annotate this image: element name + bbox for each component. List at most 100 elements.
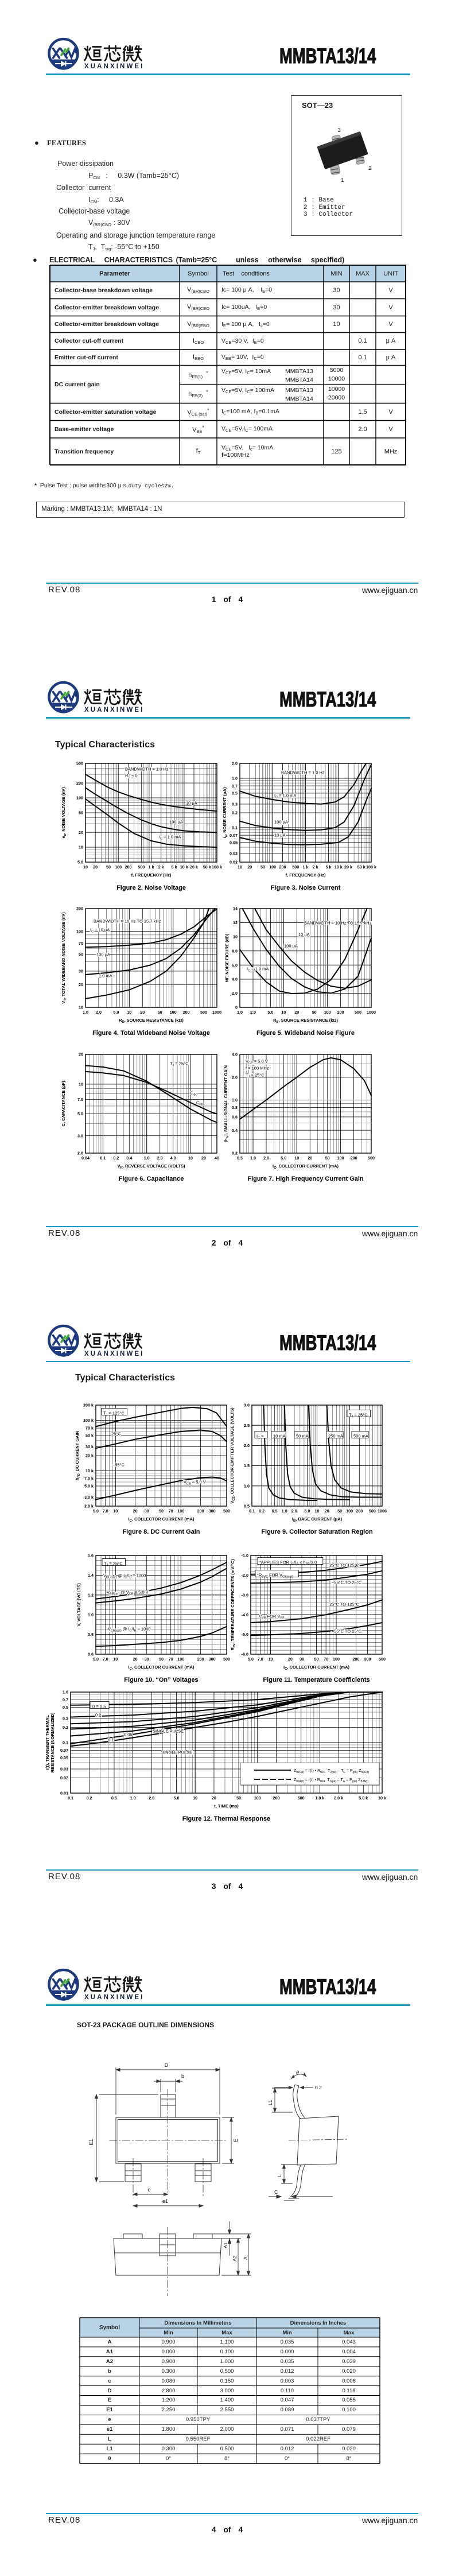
svg-text:14: 14 bbox=[233, 906, 238, 911]
svg-text:0.2: 0.2 bbox=[259, 1508, 265, 1514]
svg-text:Figure 10. “On” Voltages: Figure 10. “On” Voltages bbox=[124, 1677, 198, 1683]
svg-text:-1.0: -1.0 bbox=[242, 1553, 248, 1558]
svg-text:50: 50 bbox=[106, 864, 111, 870]
svg-text:TJ = 25°C: TJ = 25°C bbox=[170, 1061, 189, 1068]
svg-text:300: 300 bbox=[209, 1656, 216, 1662]
svg-text:0.1: 0.1 bbox=[68, 1795, 73, 1801]
svg-text:20: 20 bbox=[133, 1508, 138, 1514]
svg-text:5.0: 5.0 bbox=[77, 860, 83, 865]
svg-text:0.2: 0.2 bbox=[232, 810, 238, 816]
svg-text:0.5: 0.5 bbox=[63, 1705, 68, 1710]
svg-text:200: 200 bbox=[197, 1508, 204, 1514]
svg-text:5.0: 5.0 bbox=[93, 1508, 99, 1514]
svg-text:3.0 k: 3.0 k bbox=[84, 1495, 94, 1500]
svg-text:500: 500 bbox=[292, 864, 299, 870]
svg-text:300: 300 bbox=[364, 1656, 371, 1662]
svg-text:D: D bbox=[165, 2062, 169, 2068]
svg-text:5.0: 5.0 bbox=[281, 1155, 286, 1161]
svg-text:0.05: 0.05 bbox=[230, 840, 238, 845]
svg-text:RESISTANCE (NORMALIZED): RESISTANCE (NORMALIZED) bbox=[50, 1712, 55, 1772]
svg-text:2.5: 2.5 bbox=[244, 1423, 250, 1428]
svg-text:10 μA: 10 μA bbox=[298, 932, 310, 937]
svg-text:5.0 k: 5.0 k bbox=[84, 1484, 94, 1489]
svg-text:5.0: 5.0 bbox=[77, 1111, 83, 1116]
svg-text:1000: 1000 bbox=[212, 1010, 221, 1015]
svg-text:20 k: 20 k bbox=[344, 864, 352, 870]
svg-text:20: 20 bbox=[294, 1010, 299, 1015]
svg-text:100: 100 bbox=[115, 864, 122, 870]
svg-text:1.2: 1.2 bbox=[88, 1592, 94, 1597]
svg-text:100: 100 bbox=[337, 1155, 344, 1161]
svg-text:5.0: 5.0 bbox=[113, 1010, 119, 1015]
svg-text:100 μA: 100 μA bbox=[96, 952, 110, 957]
svg-text:1.6: 1.6 bbox=[88, 1553, 94, 1558]
svg-text:0.6: 0.6 bbox=[88, 1652, 94, 1657]
svg-text:10: 10 bbox=[294, 1155, 299, 1161]
svg-text:20: 20 bbox=[325, 1508, 329, 1514]
svg-text:VCE = 5.0 V: VCE = 5.0 V bbox=[184, 1480, 206, 1486]
svg-text:1.0: 1.0 bbox=[232, 1097, 238, 1103]
svg-text:1 k: 1 k bbox=[303, 864, 309, 870]
svg-text:10: 10 bbox=[193, 1795, 197, 1801]
svg-text:2.0: 2.0 bbox=[96, 1010, 102, 1015]
svg-text:10: 10 bbox=[113, 1508, 118, 1514]
svg-text:|hfe|, SMALL-SIGNAL CURRENT GA: |hfe|, SMALL-SIGNAL CURRENT GAIN bbox=[223, 1065, 230, 1142]
svg-text:100: 100 bbox=[324, 1010, 331, 1015]
svg-text:7.0 k: 7.0 k bbox=[84, 1476, 94, 1481]
svg-text:10: 10 bbox=[188, 1155, 193, 1161]
svg-text:0.02: 0.02 bbox=[230, 860, 238, 865]
svg-text:300: 300 bbox=[209, 1508, 216, 1514]
svg-text:0.5: 0.5 bbox=[237, 1155, 243, 1161]
svg-text:0.07: 0.07 bbox=[60, 1748, 68, 1753]
svg-text:1.0: 1.0 bbox=[237, 1010, 243, 1015]
svg-text:0.05: 0.05 bbox=[60, 1755, 68, 1760]
svg-text:30: 30 bbox=[145, 1656, 149, 1662]
svg-text:t, TIME (ms): t, TIME (ms) bbox=[214, 1803, 239, 1809]
svg-text:500: 500 bbox=[355, 1010, 361, 1015]
svg-text:200 k: 200 k bbox=[83, 1403, 94, 1408]
svg-text:40: 40 bbox=[215, 1155, 219, 1161]
svg-text:BANDWIDTH = 1.0 Hz: BANDWIDTH = 1.0 Hz bbox=[281, 770, 325, 775]
svg-text:IC = 10 μA: IC = 10 μA bbox=[90, 928, 110, 934]
svg-text:50 k: 50 k bbox=[85, 1433, 94, 1438]
svg-text:20: 20 bbox=[212, 1795, 216, 1801]
svg-text:20: 20 bbox=[79, 830, 83, 835]
svg-text:Figure 8. DC Current Gain: Figure 8. DC Current Gain bbox=[122, 1528, 200, 1535]
svg-text:3: 3 bbox=[337, 128, 341, 134]
svg-text:0.7: 0.7 bbox=[232, 783, 238, 789]
svg-text:70 k: 70 k bbox=[85, 1426, 94, 1431]
svg-text:b: b bbox=[181, 2073, 184, 2079]
svg-text:500: 500 bbox=[223, 1656, 230, 1662]
svg-text:4.0: 4.0 bbox=[232, 1052, 238, 1057]
svg-text:100 μA: 100 μA bbox=[274, 820, 288, 825]
svg-text:ZθJA(t) = r(t) • RθJA TJ(pk): ZθJA(t) = r(t) • RθJA TJ(pk) – TA = P(pk… bbox=[294, 1778, 368, 1783]
svg-text:100 k: 100 k bbox=[366, 864, 376, 870]
svg-text:1.0: 1.0 bbox=[63, 1690, 68, 1695]
svg-text:BANDWIDTH = 1.0 Hz: BANDWIDTH = 1.0 Hz bbox=[125, 767, 169, 772]
svg-text:20: 20 bbox=[93, 864, 98, 870]
svg-text:Figure 2. Noise Voltage: Figure 2. Noise Voltage bbox=[116, 884, 186, 891]
svg-text:IC = 1.0 mA: IC = 1.0 mA bbox=[274, 793, 296, 800]
svg-text:100: 100 bbox=[76, 796, 83, 801]
svg-text:*RθVC FOR VCE(sat): *RθVC FOR VCE(sat) bbox=[257, 1573, 293, 1579]
svg-text:100: 100 bbox=[269, 864, 276, 870]
svg-text:0.7: 0.7 bbox=[63, 1697, 68, 1702]
svg-text:10 mA: 10 mA bbox=[273, 1434, 286, 1439]
svg-text:–55°C TO 25°C: –55°C TO 25°C bbox=[332, 1580, 362, 1585]
svg-text:2.0: 2.0 bbox=[77, 1151, 83, 1156]
svg-text:IC = 1.0 mA: IC = 1.0 mA bbox=[247, 967, 269, 973]
svg-text:IC, COLLECTOR CURRENT (mA): IC, COLLECTOR CURRENT (mA) bbox=[283, 1665, 350, 1671]
svg-text:10: 10 bbox=[113, 1656, 118, 1662]
svg-text:200: 200 bbox=[337, 1010, 344, 1015]
svg-text:5.0: 5.0 bbox=[93, 1656, 99, 1662]
svg-text:50: 50 bbox=[236, 1795, 241, 1801]
svg-text:IC, COLLECTOR CURRENT (mA): IC, COLLECTOR CURRENT (mA) bbox=[273, 1163, 339, 1170]
svg-text:0.01: 0.01 bbox=[60, 1791, 68, 1796]
svg-text:25°C: 25°C bbox=[111, 1431, 121, 1437]
svg-text:0.04: 0.04 bbox=[81, 1155, 90, 1161]
svg-text:100: 100 bbox=[177, 1508, 184, 1514]
svg-text:500: 500 bbox=[200, 1010, 207, 1015]
svg-text:50: 50 bbox=[158, 1010, 162, 1015]
svg-text:e: e bbox=[147, 2187, 150, 2193]
svg-text:2.0: 2.0 bbox=[244, 1443, 250, 1448]
